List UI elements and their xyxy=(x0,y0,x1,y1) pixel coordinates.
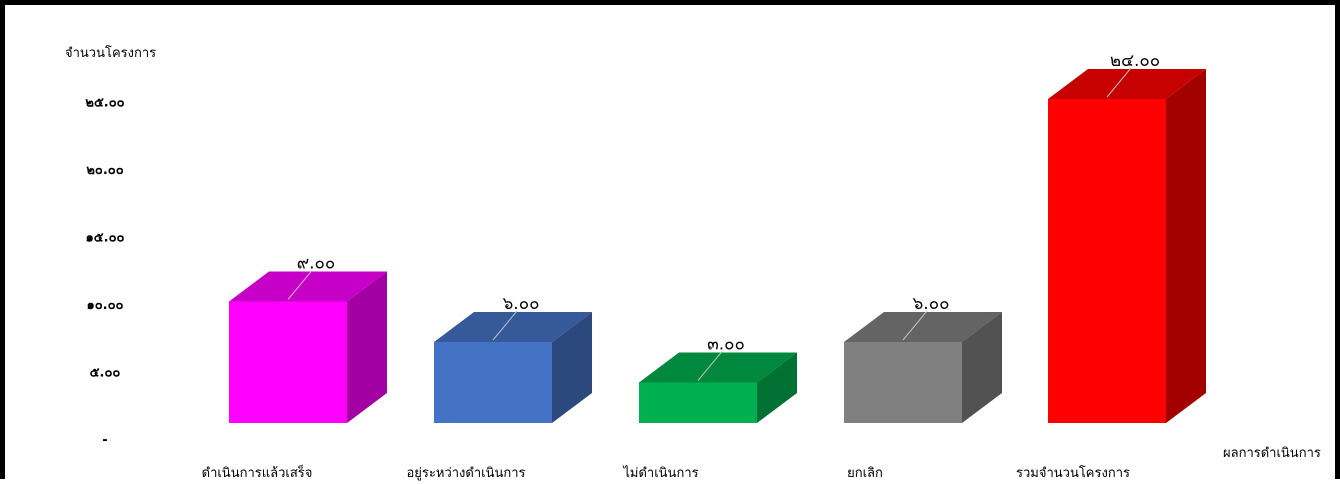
leader-line xyxy=(287,270,313,300)
data-label: ๓.๐๐ xyxy=(707,335,745,355)
data-labels: ๙.๐๐๖.๐๐๓.๐๐ ๖.๐๐ ๒๔.๐๐ xyxy=(297,51,1160,355)
y-tick-label: - xyxy=(102,433,107,448)
y-axis-ticks: - ๕.๐๐ ๑๐.๐๐ ๑๕.๐๐ ๒๐.๐๐ ๒๕.๐๐ xyxy=(85,96,124,449)
data-label: ๖.๐๐ xyxy=(503,294,540,314)
bar xyxy=(434,310,592,423)
bar-side xyxy=(757,352,797,423)
bar-front xyxy=(229,301,347,423)
leader-line xyxy=(902,310,928,341)
data-label: ๖.๐๐ xyxy=(913,294,950,314)
bar-front xyxy=(639,382,757,423)
y-tick-label: ๒๐.๐๐ xyxy=(86,163,123,178)
bar-front xyxy=(1048,99,1166,423)
bar-top xyxy=(639,352,797,383)
category-label: อยู่ระหว่างดำเนินการ xyxy=(406,466,525,481)
bar-side xyxy=(1166,69,1206,423)
category-label: ดำเนินการแล้วเสร็จ xyxy=(202,463,313,481)
bar xyxy=(639,351,797,423)
data-label: ๒๔.๐๐ xyxy=(1110,51,1160,71)
bar-side xyxy=(962,312,1002,423)
category-label: ไม่ดำเนินการ xyxy=(622,465,698,481)
data-label: ๙.๐๐ xyxy=(297,254,336,274)
bar-top xyxy=(434,312,592,342)
bars xyxy=(229,67,1206,423)
bar-side xyxy=(347,271,387,423)
bar xyxy=(1048,67,1206,423)
bar-side xyxy=(552,312,592,423)
bar-chart: จำนวนโครงการ ผลการดำเนินการ - ๕.๐๐ ๑๐.๐๐ ๑๕… xyxy=(65,45,1321,481)
category-label: ยกเลิก xyxy=(847,466,883,481)
bar-top xyxy=(229,271,387,302)
leader-line xyxy=(697,351,723,381)
bar-front xyxy=(844,342,962,423)
y-tick-label: ๑๐.๐๐ xyxy=(87,298,124,313)
leader-line xyxy=(492,310,518,341)
bar-front xyxy=(434,342,552,423)
bar xyxy=(844,310,1002,423)
x-axis-title: ผลการดำเนินการ xyxy=(1223,446,1321,461)
y-tick-label: ๑๕.๐๐ xyxy=(86,231,125,246)
y-tick-label: ๒๕.๐๐ xyxy=(85,96,124,111)
y-tick-label: ๕.๐๐ xyxy=(90,366,121,381)
category-labels: ดำเนินการแล้วเสร็จ อยู่ระหว่างดำเนินการ ไม… xyxy=(202,463,1130,481)
bar-top xyxy=(844,312,1002,342)
category-label: รวมจำนวนโครงการ xyxy=(1016,465,1130,481)
bar xyxy=(229,270,387,423)
bar-top xyxy=(1048,69,1206,99)
leader-line xyxy=(1106,67,1132,98)
y-axis-title: จำนวนโครงการ xyxy=(65,45,156,61)
